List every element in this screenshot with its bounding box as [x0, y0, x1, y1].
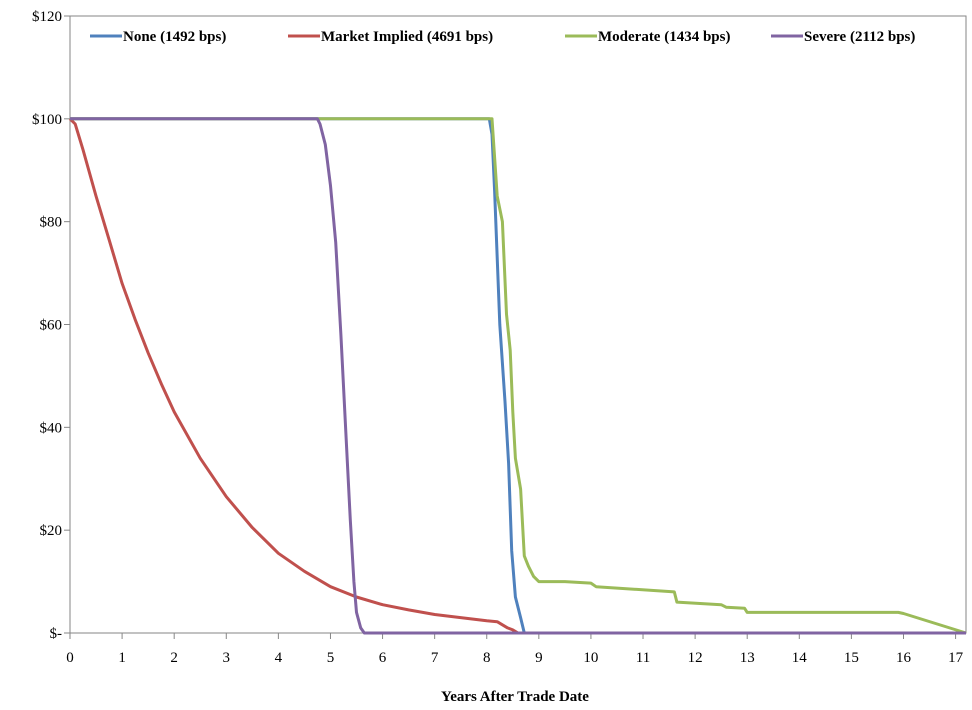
- plot-frame: [69, 15, 967, 634]
- legend-label: None (1492 bps): [123, 29, 226, 45]
- series-line-moderate: [70, 117, 967, 635]
- x-tick-label: 14: [792, 650, 808, 666]
- y-tick-label: $100: [32, 112, 62, 128]
- series-line-none: [70, 117, 966, 635]
- x-axis-title: Years After Trade Date: [441, 689, 589, 705]
- y-axis: $- $20 $40 $60 $80 $100 $120: [32, 9, 70, 642]
- plot-area: [69, 15, 967, 634]
- x-axis: 0 1 2 3 4 5 6 7 8 9 10 11 12 13 14 15 16 17: [66, 633, 964, 666]
- x-tick-label: 17: [948, 650, 964, 666]
- x-tick-label: 3: [223, 650, 231, 666]
- y-tick-label: $40: [40, 420, 63, 436]
- x-tick-label: 0: [66, 650, 74, 666]
- x-tick-label: 4: [275, 650, 283, 666]
- x-tick-label: 1: [118, 650, 126, 666]
- x-tick-label: 5: [327, 650, 335, 666]
- legend-label: Moderate (1434 bps): [598, 29, 730, 45]
- x-tick-label: 11: [636, 650, 650, 666]
- series-line-severe: [70, 117, 966, 635]
- y-tick-label: $60: [40, 318, 63, 334]
- x-tick-label: 15: [844, 650, 859, 666]
- y-tick-label: $120: [32, 9, 62, 25]
- y-tick-label: $20: [40, 523, 63, 539]
- x-tick-label: 13: [740, 650, 755, 666]
- x-tick-label: 9: [535, 650, 543, 666]
- x-tick-label: 2: [170, 650, 178, 666]
- legend-label: Market Implied (4691 bps): [321, 29, 493, 45]
- x-tick-label: 12: [688, 650, 703, 666]
- series-group: [68, 117, 967, 635]
- legend-label: Severe (2112 bps): [804, 29, 915, 45]
- x-tick-label: 16: [896, 650, 912, 666]
- x-tick-label: 6: [379, 650, 387, 666]
- x-tick-label: 8: [483, 650, 491, 666]
- x-tick-label: 10: [583, 650, 598, 666]
- series-line-market: [68, 117, 966, 635]
- y-tick-label: $80: [40, 215, 63, 231]
- legend: None (1492 bps) Market Implied (4691 bps)…: [90, 29, 915, 45]
- y-tick-label: $-: [50, 626, 63, 642]
- x-tick-label: 7: [431, 650, 439, 666]
